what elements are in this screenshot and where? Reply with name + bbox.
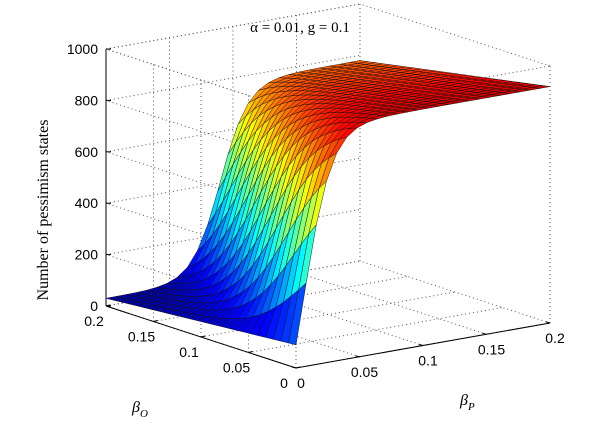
y-tick-label: 0.15: [128, 329, 155, 345]
y-label-text: βO: [131, 399, 148, 420]
grid-line: [296, 271, 487, 335]
x-tick-label: 0: [297, 375, 305, 391]
chart-title: α = 0.01, g = 0.1: [250, 20, 350, 36]
x-tick-mark: [482, 332, 487, 335]
y-tick-label: 0.1: [179, 344, 199, 360]
grid-line: [105, 106, 361, 153]
z-tick-label: 1000: [67, 41, 98, 57]
x-label-text: βP: [459, 392, 475, 413]
z-tick-label: 600: [75, 144, 99, 160]
x-tick-mark: [545, 321, 551, 324]
x-axis-label: βP: [459, 392, 475, 413]
z-tick-label: 800: [75, 92, 99, 108]
y-tick-label: 0.2: [84, 313, 104, 329]
grid-line: [105, 54, 361, 101]
z-tick-label: 400: [75, 195, 99, 211]
y-tick-mark: [248, 351, 253, 353]
y-axis-label: βO: [131, 399, 148, 420]
x-tick-mark: [355, 355, 360, 358]
y-tick-label: 0: [280, 375, 288, 391]
y-tick-mark: [200, 335, 206, 338]
x-tick-mark: [418, 344, 424, 346]
y-tick-label: 0.05: [223, 360, 250, 376]
y-tick-mark: [295, 366, 301, 369]
z-tick-label: 200: [75, 247, 99, 263]
z-tick-label: 0: [90, 298, 98, 314]
grid-line: [200, 291, 456, 338]
grid-line: [248, 307, 503, 353]
surface-cell: [105, 296, 125, 301]
box-edge: [105, 3, 361, 50]
box-edge: [359, 3, 551, 67]
x-tick-label: 0.1: [418, 353, 438, 369]
tick-labels: 00.050.10.150.200.050.10.150.20200400600…: [67, 41, 565, 391]
y-tick-mark: [153, 320, 158, 322]
x-tick-label: 0.15: [478, 341, 505, 357]
x-tick-label: 0.05: [351, 364, 378, 380]
x-tick-mark: [291, 366, 297, 369]
z-axis-label: Number of pessimism states: [35, 120, 52, 301]
x-tick-label: 0.2: [545, 330, 565, 346]
surface-mesh: [105, 60, 551, 346]
